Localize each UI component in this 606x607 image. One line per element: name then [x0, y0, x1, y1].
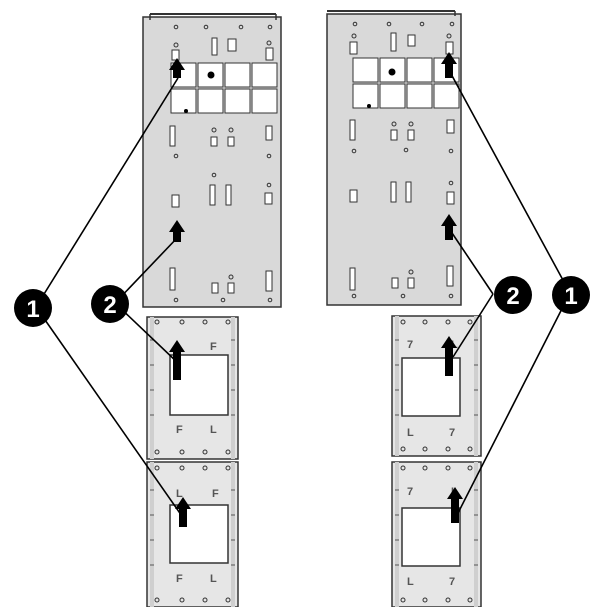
svg-text:1: 1	[26, 296, 39, 323]
left-upper-bracket: LF FL	[146, 316, 239, 460]
svg-text:2: 2	[103, 292, 116, 319]
svg-text:7: 7	[449, 427, 455, 439]
svg-text:F: F	[210, 341, 217, 353]
right-lower-bracket: 7L L7	[391, 461, 482, 607]
callout-1-left: 1	[14, 289, 52, 327]
svg-text:L: L	[210, 573, 217, 585]
svg-text:L: L	[210, 424, 217, 436]
svg-text:7: 7	[449, 576, 455, 588]
up-arrow-icon	[169, 52, 463, 527]
svg-text:F: F	[212, 488, 219, 500]
svg-text:1: 1	[564, 283, 577, 310]
svg-text:7: 7	[407, 339, 413, 351]
leader-lines	[35, 71, 571, 520]
svg-text:F: F	[176, 573, 183, 585]
svg-text:F: F	[176, 424, 183, 436]
svg-text:7: 7	[407, 486, 413, 498]
left-back-panel	[142, 13, 282, 308]
right-upper-bracket: 7L L7	[391, 315, 482, 457]
svg-text:L: L	[407, 576, 414, 588]
callout-1-right: 1	[552, 276, 590, 314]
svg-text:L: L	[407, 427, 414, 439]
svg-text:L: L	[176, 488, 183, 500]
callout-2-left: 2	[91, 285, 129, 323]
left-lower-bracket: L F F L	[146, 461, 239, 607]
svg-text:2: 2	[506, 283, 519, 310]
callout-2-right: 2	[494, 276, 532, 314]
right-back-panel	[326, 10, 462, 306]
